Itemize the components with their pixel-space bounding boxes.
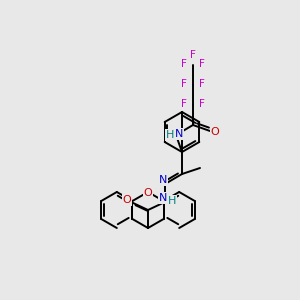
Text: F: F bbox=[199, 99, 205, 109]
Text: F: F bbox=[181, 59, 187, 69]
Text: N: N bbox=[175, 129, 183, 139]
Text: F: F bbox=[199, 79, 205, 89]
Text: O: O bbox=[144, 188, 152, 198]
Text: H: H bbox=[166, 130, 174, 140]
Text: H: H bbox=[168, 196, 176, 206]
Text: N: N bbox=[159, 175, 167, 185]
Text: F: F bbox=[181, 99, 187, 109]
Text: N: N bbox=[159, 193, 167, 203]
Text: O: O bbox=[123, 195, 131, 205]
Text: F: F bbox=[190, 50, 196, 60]
Text: F: F bbox=[181, 79, 187, 89]
Text: F: F bbox=[199, 59, 205, 69]
Text: O: O bbox=[211, 127, 219, 137]
